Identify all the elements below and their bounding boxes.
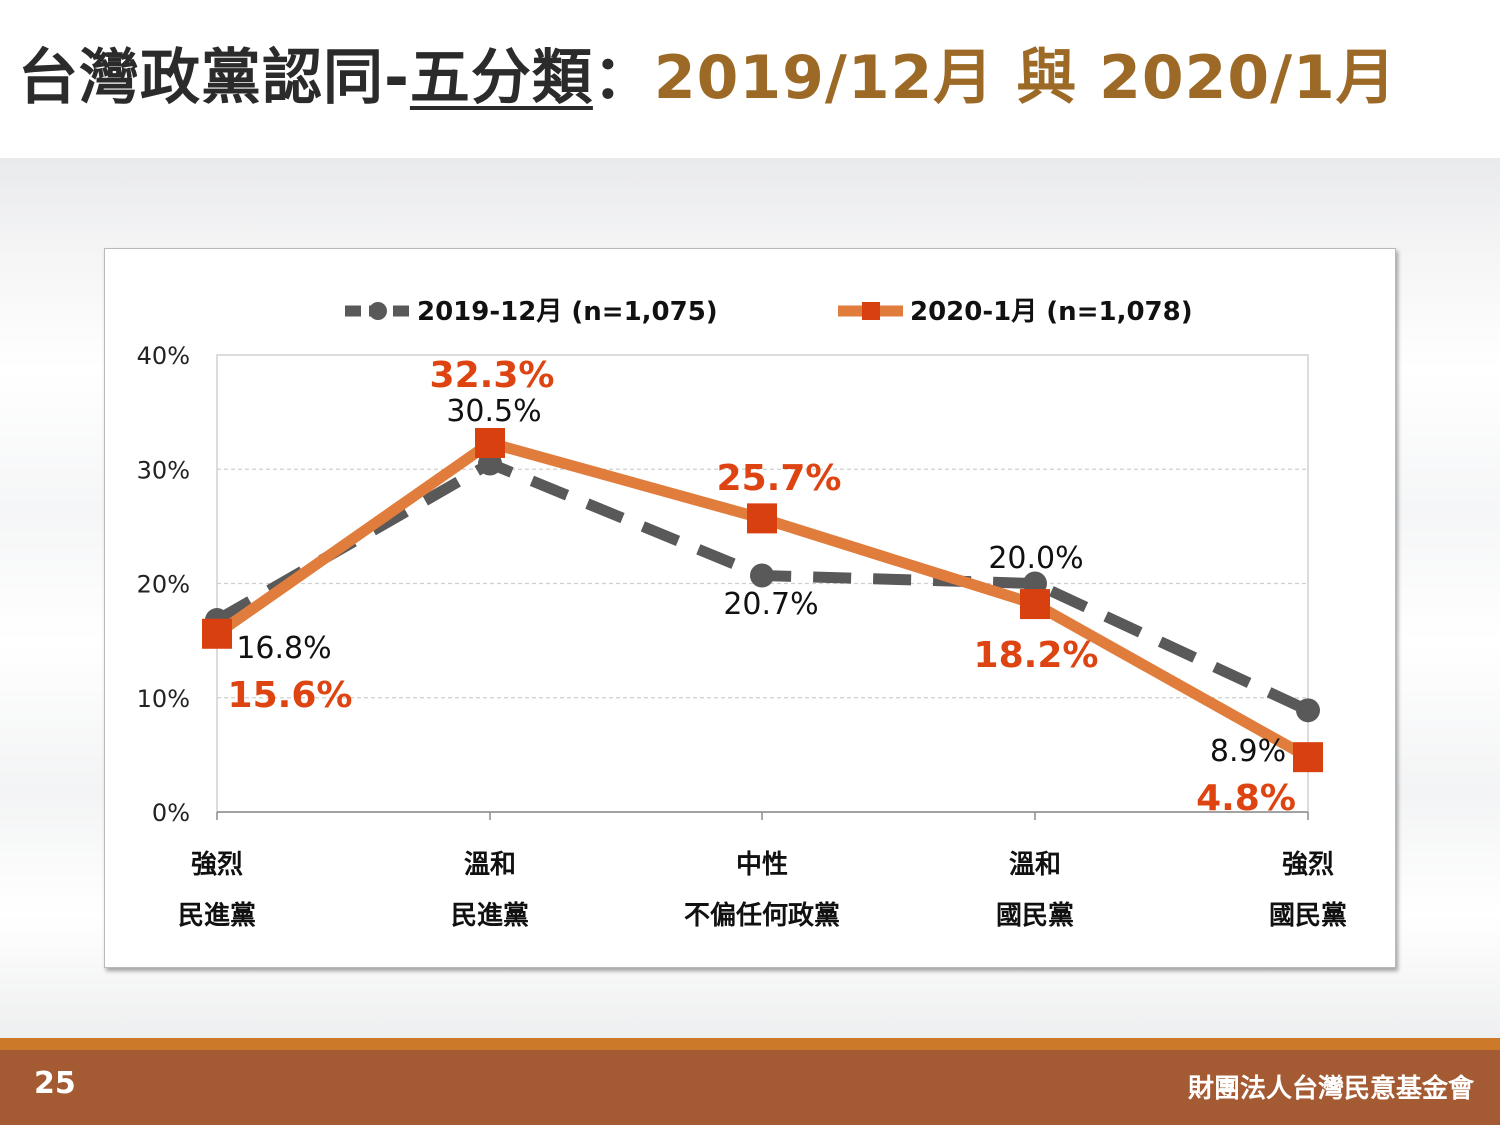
x-category-label: 國民黨 [1269,901,1347,931]
legend-2020-label: 2020-1月 (n=1,078) [910,297,1193,327]
series-2020-point [1020,589,1050,620]
x-category-label: 民進黨 [451,901,529,931]
y-tick-label: 40% [137,342,190,370]
page-title: 台灣政黨認同-五分類：2019/12月 與 2020/1月 [18,38,1397,118]
series-2020-point [202,618,232,649]
legend-2019-label: 2019-12月 (n=1,075) [417,297,718,327]
y-tick-label: 30% [137,456,190,484]
data-label-2019: 8.9% [1210,734,1286,769]
legend-2020-marker [862,302,880,320]
title-period: 2019/12月 與 2020/1月 [653,43,1397,113]
data-label-2020: 32.3% [430,355,555,396]
footer [0,1050,1500,1125]
title-underlined: 五分類 [409,43,593,113]
data-label-2020: 15.6% [228,675,353,716]
data-label-2020: 25.7% [717,458,842,499]
legend-2019-marker [369,302,387,320]
data-label-2020: 18.2% [974,635,1099,676]
series-2019-point [1296,698,1320,723]
x-category-label: 強烈 [191,850,243,880]
organization-name: 財團法人台灣民意基金會 [1187,1074,1474,1104]
title-bar: 台灣政黨認同-五分類：2019/12月 與 2020/1月 [0,0,1500,158]
page-number: 25 [34,1066,76,1101]
x-category-label: 溫和 [1009,850,1061,880]
x-category-label: 民進黨 [178,901,256,931]
x-category-label: 中性 [736,850,788,880]
series-2019-point [750,563,774,588]
footer-accent-line [0,1038,1500,1050]
y-tick-label: 10% [137,685,190,713]
y-tick-label: 0% [152,799,190,827]
x-category-label: 強烈 [1282,850,1334,880]
x-category-label: 溫和 [464,850,516,880]
series-2020-point [747,503,777,534]
title-separator: ： [592,43,654,113]
chart-frame [104,248,1396,968]
data-label-2019: 30.5% [446,394,541,429]
data-label-2019: 20.7% [723,587,818,622]
data-label-2019: 20.0% [988,541,1083,576]
data-label-2020: 4.8% [1196,778,1296,819]
x-category-label: 不偏任何政黨 [684,900,840,931]
x-category-label: 國民黨 [996,901,1074,931]
title-main: 台灣政黨認同- [18,43,410,113]
y-tick-label: 20% [137,571,190,599]
data-label-2019: 16.8% [236,631,331,666]
series-2020-point [1293,742,1323,773]
series-2020-point [475,427,505,458]
